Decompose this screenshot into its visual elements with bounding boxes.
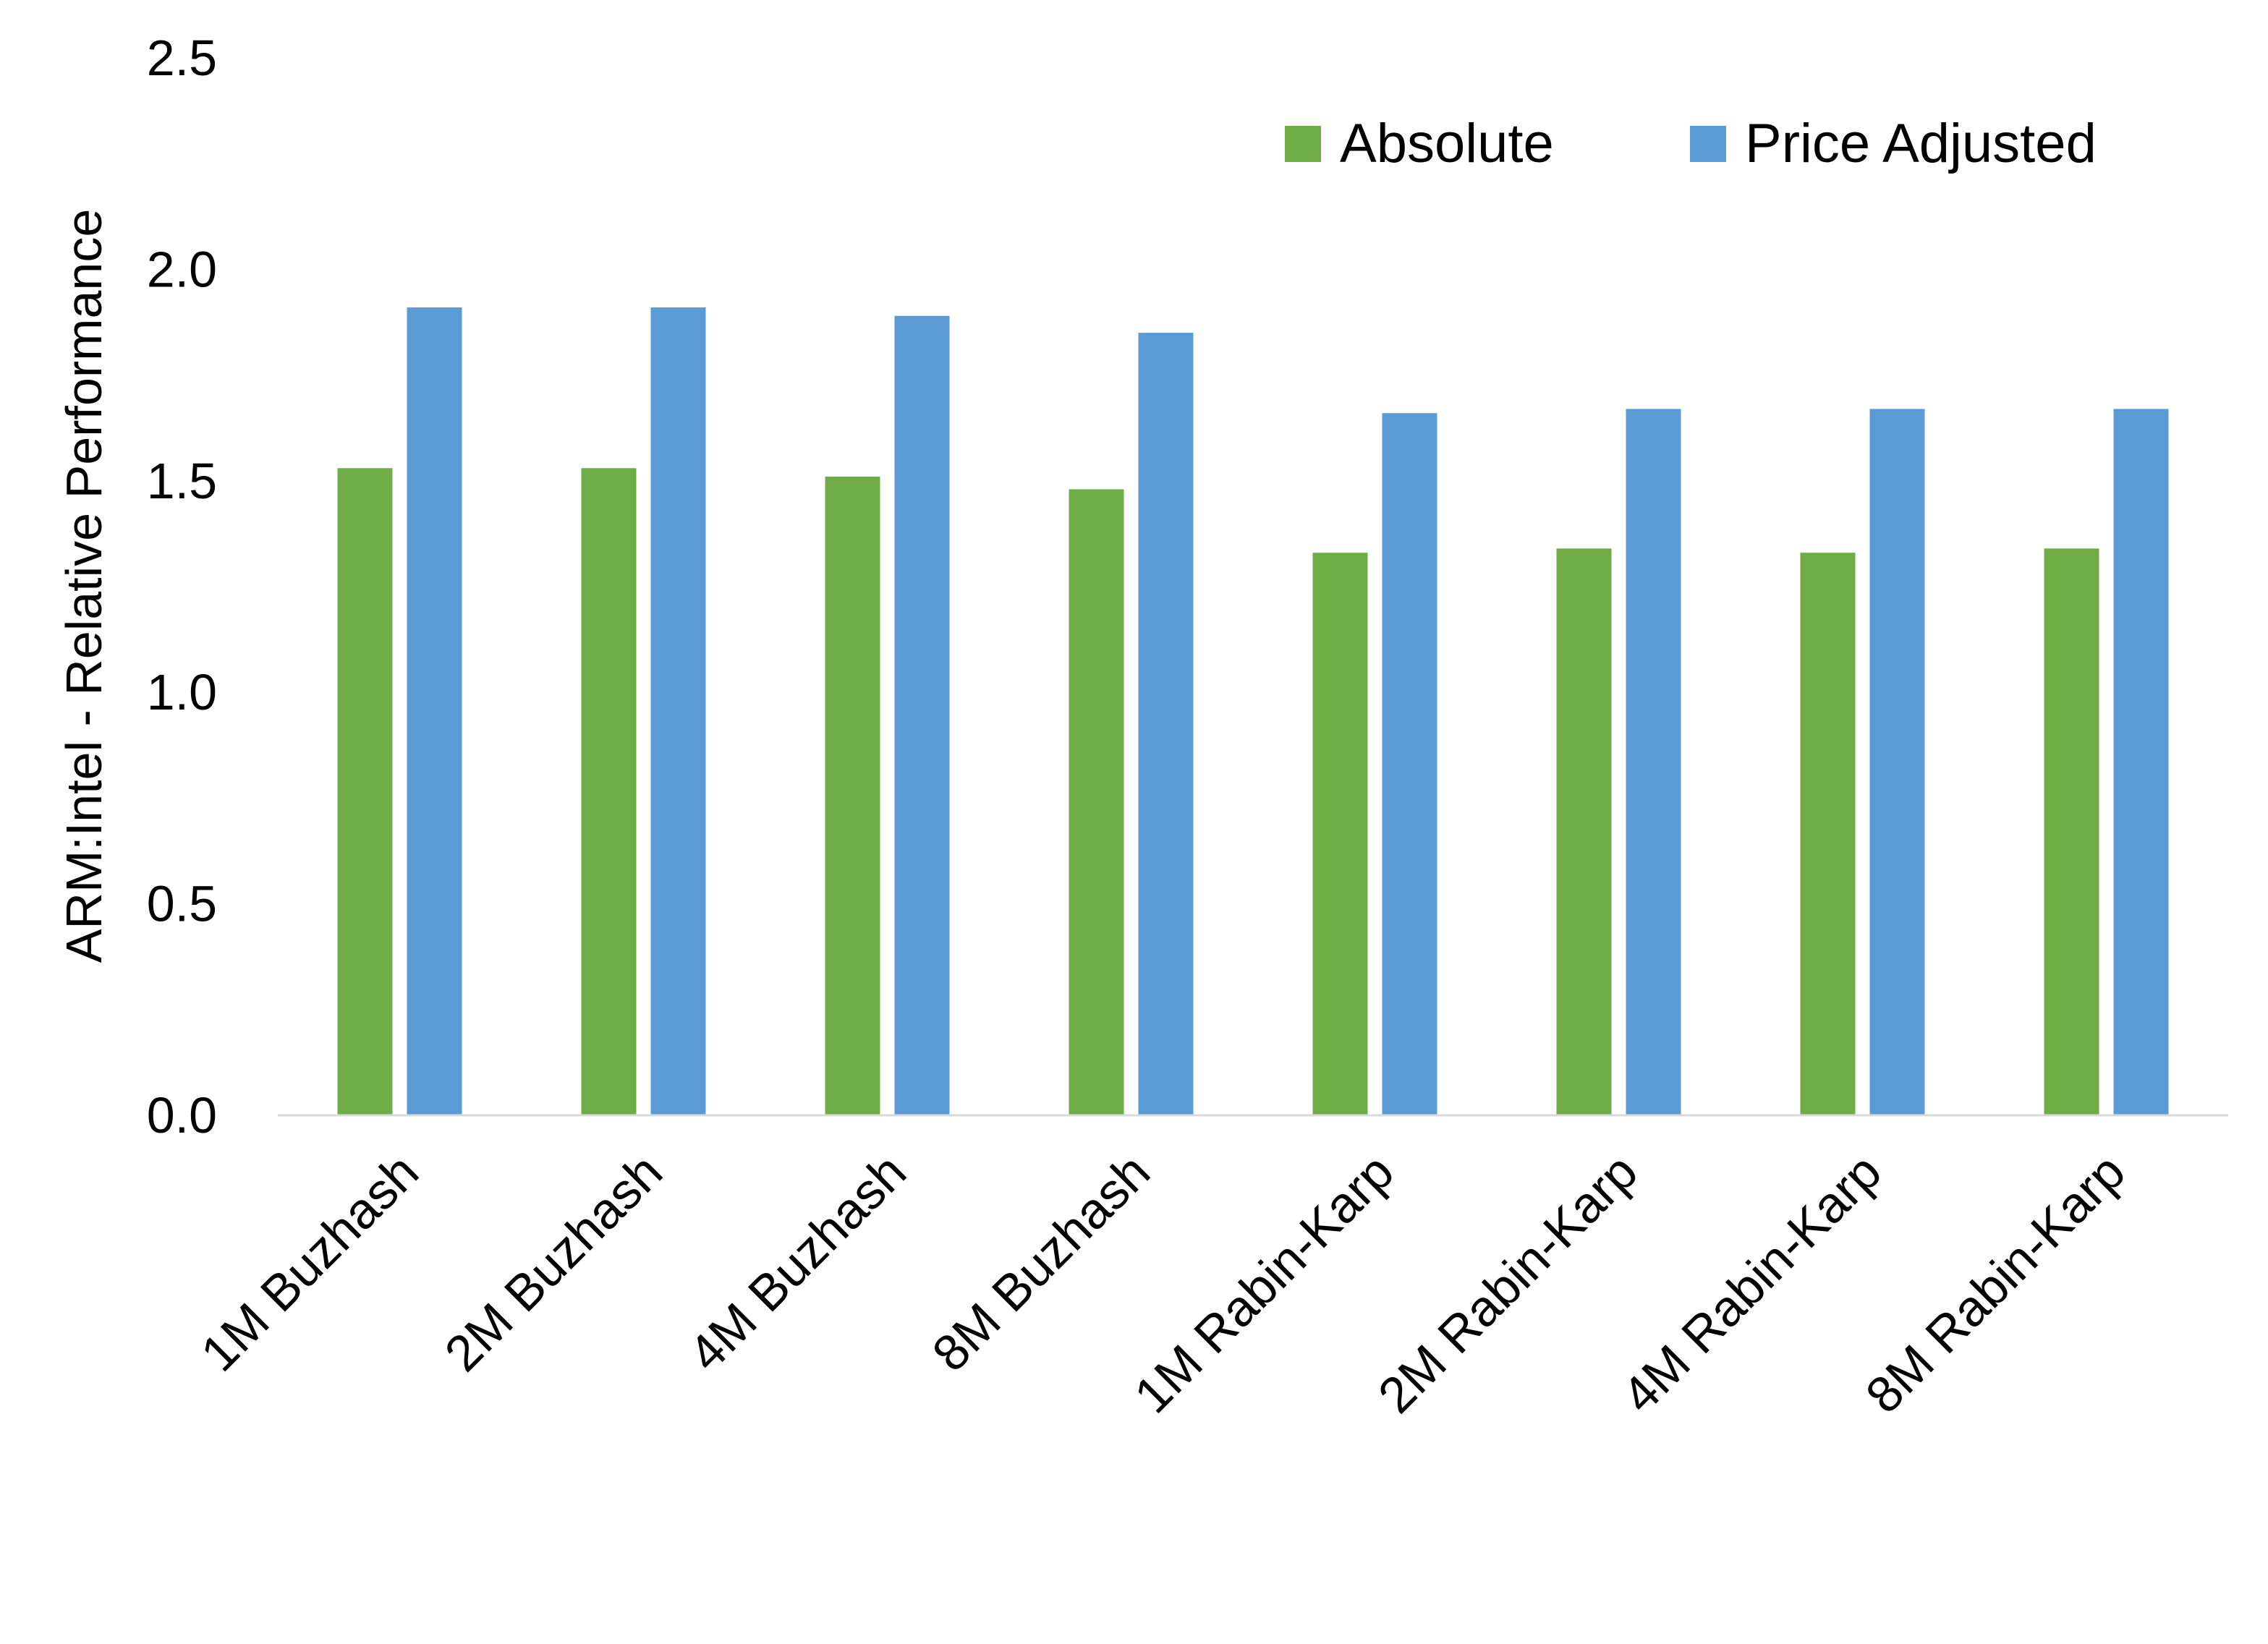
bar-absolute xyxy=(1069,489,1124,1115)
y-tick-label: 1.5 xyxy=(147,453,217,509)
legend-swatch-absolute xyxy=(1285,126,1321,162)
bar-price-adjusted xyxy=(407,307,462,1116)
bar-absolute xyxy=(2044,548,2099,1115)
y-tick-label: 0.0 xyxy=(147,1087,217,1143)
x-tick-label: 8M Buzhash xyxy=(922,1143,1160,1381)
bar-absolute xyxy=(1800,553,1856,1115)
x-tick-label: 8M Rabin-Karp xyxy=(1855,1143,2136,1423)
y-axis-label: ARM:Intel - Relative Performance xyxy=(56,209,112,963)
legend-label-price-adjusted: Price Adjusted xyxy=(1745,113,2097,174)
bar-price-adjusted xyxy=(1869,409,1925,1115)
legend-label-absolute: Absolute xyxy=(1340,113,1554,174)
y-tick-label: 2.0 xyxy=(147,241,217,297)
legend: Absolute Price Adjusted xyxy=(1285,113,2097,174)
y-tick-label: 1.0 xyxy=(147,664,217,720)
bar-price-adjusted xyxy=(1138,333,1194,1115)
x-tick-label: 4M Buzhash xyxy=(678,1143,917,1381)
y-tick-label: 0.5 xyxy=(147,876,217,932)
x-tick-label: 1M Rabin-Karp xyxy=(1124,1143,1404,1423)
bar-absolute xyxy=(1312,553,1368,1115)
bar-absolute xyxy=(581,468,637,1115)
bar-absolute xyxy=(337,468,393,1115)
y-tick-label: 2.5 xyxy=(147,30,217,86)
x-tick-label: 2M Buzhash xyxy=(434,1143,673,1381)
bar-price-adjusted xyxy=(1382,413,1437,1115)
bar-absolute xyxy=(825,476,880,1115)
bar-price-adjusted xyxy=(650,307,706,1116)
x-tick-label: 1M Buzhash xyxy=(190,1143,429,1381)
x-tick-label: 2M Rabin-Karp xyxy=(1367,1143,1648,1423)
x-tick-label: 4M Rabin-Karp xyxy=(1611,1143,1892,1423)
bar-absolute xyxy=(1556,548,1612,1115)
bar-price-adjusted xyxy=(2113,409,2169,1115)
bar-price-adjusted xyxy=(1626,409,1681,1115)
bar-price-adjusted xyxy=(894,315,950,1115)
legend-swatch-price-adjusted xyxy=(1690,126,1726,162)
